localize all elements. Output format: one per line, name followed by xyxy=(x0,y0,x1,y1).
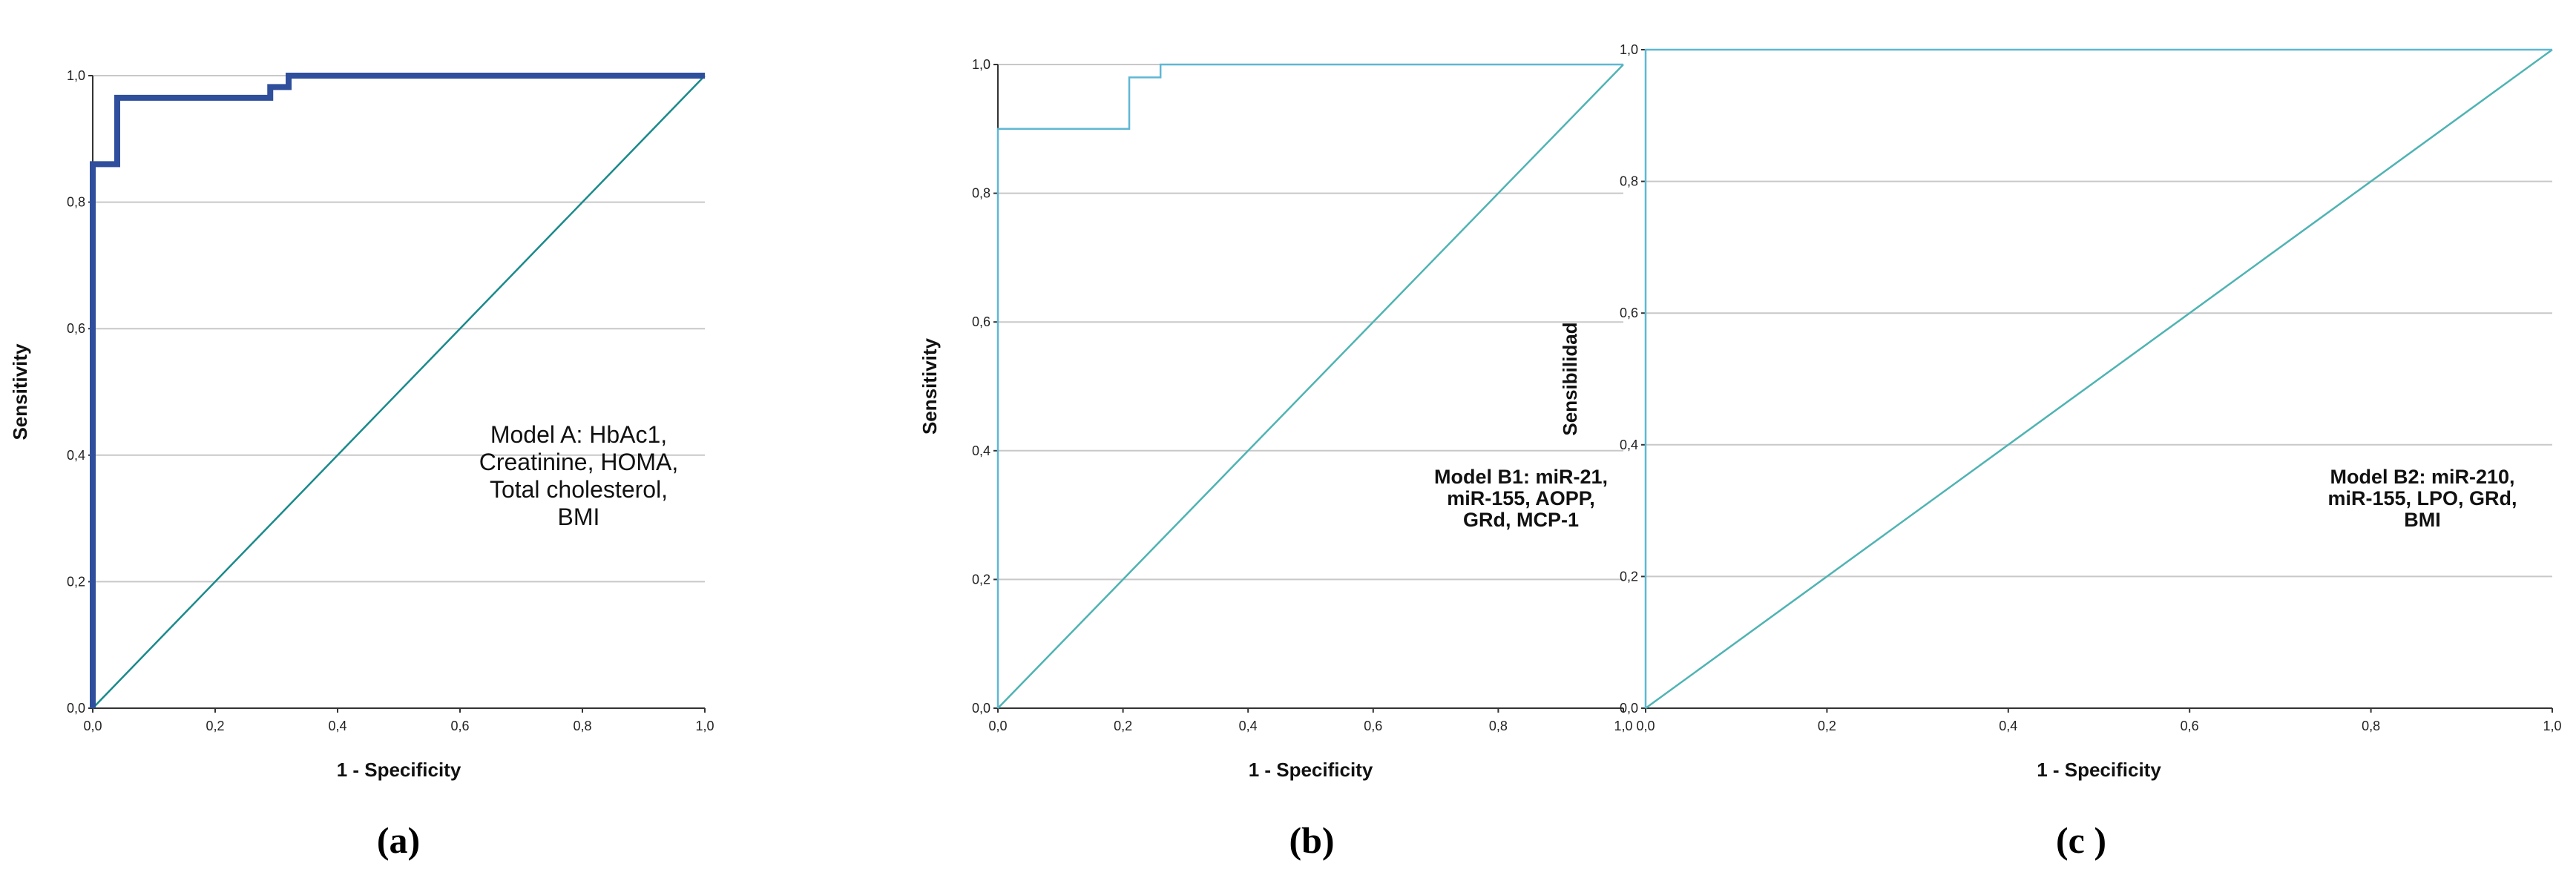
x-tick-label: 1,0 xyxy=(2543,719,2561,733)
panel-label: (c ) xyxy=(2056,819,2106,861)
y-tick-label: 0,4 xyxy=(1620,438,1638,452)
y-tick-label: 0,6 xyxy=(67,321,85,336)
y-tick-label: 0,8 xyxy=(1620,174,1638,189)
model-annotation-line: miR-155, LPO, GRd, xyxy=(2327,487,2517,509)
x-tick-label: 0,8 xyxy=(2362,719,2380,733)
x-tick-label: 0,0 xyxy=(988,719,1007,733)
y-tick-label: 0,0 xyxy=(67,701,85,716)
y-tick-label: 1,0 xyxy=(67,68,85,83)
y-tick-label: 0,8 xyxy=(972,186,990,201)
y-axis-label: Sensitivity xyxy=(919,337,941,435)
model-annotation-line: BMI xyxy=(2404,509,2441,531)
y-tick-label: 0,2 xyxy=(972,572,990,587)
x-tick-label: 0,8 xyxy=(573,719,591,733)
x-tick-label: 1,0 xyxy=(695,719,714,733)
x-tick-label: 1,0 xyxy=(1614,719,1632,733)
y-axis-label: Sensitivity xyxy=(9,343,31,440)
model-annotation-line: GRd, MCP-1 xyxy=(1463,509,1579,531)
y-tick-label: 0,4 xyxy=(972,443,990,458)
model-annotation-line: BMI xyxy=(558,504,600,530)
x-tick-label: 0,4 xyxy=(1999,719,2017,733)
y-tick-label: 0,8 xyxy=(67,195,85,210)
x-tick-label: 0,0 xyxy=(1636,719,1655,733)
reference-line xyxy=(997,64,1624,709)
y-tick-label: 0,4 xyxy=(67,448,85,463)
x-tick-label: 0,6 xyxy=(450,719,469,733)
x-tick-label: 0,0 xyxy=(83,719,102,733)
model-annotation-line: Model B2: miR-210, xyxy=(2330,466,2514,488)
panel-label: (a) xyxy=(377,819,420,861)
x-axis-label: 1 - Specificity xyxy=(337,759,461,781)
roc-curve xyxy=(1644,48,2552,708)
x-tick-label: 0,6 xyxy=(1364,719,1382,733)
y-tick-label: 1,0 xyxy=(972,57,990,72)
model-annotation-line: Total cholesterol, xyxy=(490,476,668,503)
y-tick-label: 0,2 xyxy=(67,574,85,589)
y-tick-label: 0,2 xyxy=(1620,569,1638,584)
roc-curve xyxy=(996,63,1623,708)
panel-c: 0,0 0,2 0,4 0,6 0,8 1,0 0,0 0,2 0,4 0,6 0,8 1,0 1 - … xyxy=(1559,42,2562,861)
model-annotation-line: miR-155, AOPP, xyxy=(1447,487,1595,509)
reference-line xyxy=(1645,48,2553,710)
x-tick-label: 0,8 xyxy=(1489,719,1508,733)
y-tick-label: 0,6 xyxy=(972,314,990,329)
y-tick-label: 1,0 xyxy=(1620,42,1638,57)
x-tick-label: 0,2 xyxy=(1818,719,1836,733)
panel-a: 0,0 0,2 0,4 0,6 0,8 1,0 0,0 0,2 0,4 0,6 0,8 1,0 1 - … xyxy=(9,68,714,861)
x-tick-label: 0,2 xyxy=(206,719,224,733)
x-axis-label: 1 - Specificity xyxy=(2037,759,2161,781)
x-axis-label: 1 - Specificity xyxy=(1249,759,1373,781)
model-annotation-line: Model B1: miR-21, xyxy=(1434,466,1608,488)
panel-b: 0,0 0,2 0,4 0,6 0,8 1,0 0,0 0,2 0,4 0,6 0,8 1,0 1 - … xyxy=(919,57,1633,861)
roc-curve xyxy=(90,73,705,708)
x-tick-label: 0,2 xyxy=(1114,719,1132,733)
model-annotation-line: Model A: HbAc1, xyxy=(490,421,667,448)
y-tick-label: 0,6 xyxy=(1620,306,1638,320)
x-tick-label: 0,6 xyxy=(2181,719,2199,733)
y-axis-label: Sensibilidad xyxy=(1559,322,1581,435)
x-tick-label: 0,4 xyxy=(328,719,346,733)
y-tick-label: 0,0 xyxy=(1620,701,1638,716)
y-tick-label: 0,0 xyxy=(972,701,990,716)
model-annotation-line: Creatinine, HOMA, xyxy=(479,449,679,475)
reference-line xyxy=(92,75,706,709)
x-tick-label: 0,4 xyxy=(1239,719,1258,733)
panel-label: (b) xyxy=(1289,819,1334,861)
